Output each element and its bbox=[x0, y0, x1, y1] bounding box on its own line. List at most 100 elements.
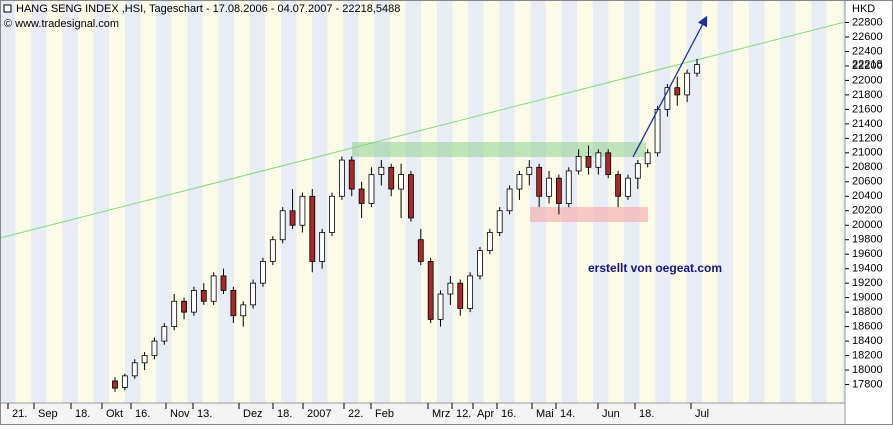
candle-body bbox=[161, 326, 168, 342]
candle-body bbox=[536, 166, 543, 197]
stripe bbox=[670, 0, 687, 403]
stripe bbox=[280, 0, 297, 403]
currency: HKD bbox=[852, 3, 875, 15]
candle-body bbox=[319, 232, 326, 262]
stripe bbox=[109, 0, 125, 403]
stripe bbox=[639, 0, 656, 403]
stripe bbox=[468, 0, 484, 403]
stripe bbox=[577, 0, 593, 403]
stripe bbox=[826, 0, 843, 403]
y-tick-label: 18000 bbox=[852, 364, 883, 376]
stripe bbox=[592, 0, 609, 403]
stripe bbox=[452, 0, 468, 403]
stripe bbox=[93, 0, 110, 403]
candle-body bbox=[634, 163, 641, 179]
x-tick-label: 14. bbox=[560, 408, 575, 420]
x-tick-label: 18. bbox=[639, 408, 654, 420]
x-tick-label: 18. bbox=[277, 408, 292, 420]
y-tick-label: 20200 bbox=[852, 205, 883, 217]
y-tick-label: 20000 bbox=[852, 219, 883, 231]
candle-body bbox=[605, 152, 612, 175]
candle-body bbox=[674, 87, 681, 96]
y-tick-label: 19600 bbox=[852, 248, 883, 260]
x-tick-label: 22. bbox=[348, 408, 363, 420]
resistance-zone bbox=[352, 142, 646, 157]
candle-body bbox=[684, 72, 691, 96]
candle-body bbox=[358, 188, 365, 204]
stripe bbox=[218, 0, 234, 403]
support-zone bbox=[530, 207, 648, 222]
candle-body bbox=[506, 188, 513, 212]
stripe bbox=[312, 0, 328, 403]
stripe bbox=[374, 0, 390, 403]
candle-body bbox=[141, 355, 148, 364]
candle-body bbox=[210, 275, 217, 302]
y-tick-label: 20400 bbox=[852, 190, 883, 202]
candle-body bbox=[368, 174, 375, 204]
candle-body bbox=[171, 300, 178, 328]
y-tick-label: 22800 bbox=[852, 16, 883, 28]
stripe bbox=[327, 0, 344, 403]
stripe bbox=[717, 0, 734, 403]
candle-body bbox=[565, 170, 572, 204]
stripe bbox=[15, 0, 32, 403]
stripe bbox=[171, 0, 188, 403]
stripe bbox=[187, 0, 203, 403]
y-tick-label: 21000 bbox=[852, 147, 883, 159]
candle-body bbox=[477, 250, 483, 277]
trend-arrow bbox=[632, 15, 708, 158]
y-tick-label: 21400 bbox=[852, 118, 883, 130]
stripe bbox=[343, 0, 359, 403]
y-tick-label: 18800 bbox=[852, 306, 883, 318]
candle-body bbox=[388, 166, 395, 190]
stripes bbox=[0, 0, 845, 403]
candle-body bbox=[309, 195, 316, 262]
x-tick-label: 13. bbox=[197, 408, 212, 420]
candle-body bbox=[112, 380, 118, 389]
candle-body bbox=[279, 210, 286, 241]
candle-body bbox=[575, 156, 582, 172]
stripe bbox=[686, 0, 702, 403]
candle-body bbox=[299, 195, 306, 226]
candle-body bbox=[398, 174, 404, 190]
candle-body bbox=[427, 261, 434, 320]
x-tick-label: Jul bbox=[695, 408, 709, 420]
x-tick-label: 18. bbox=[75, 408, 90, 420]
chart-title: HANG SENG INDEX ,HSI, Tageschart - 17.08… bbox=[16, 3, 400, 15]
candle-body bbox=[191, 290, 197, 313]
stripe bbox=[764, 0, 780, 403]
stripe bbox=[124, 0, 141, 403]
stripe bbox=[655, 0, 671, 403]
stripe bbox=[31, 0, 47, 403]
stripe bbox=[842, 0, 845, 403]
stripe bbox=[0, 0, 16, 403]
y-tick-label: 19400 bbox=[852, 263, 883, 275]
stripe bbox=[156, 0, 172, 403]
annotation: erstellt von oegeat.com bbox=[588, 261, 722, 275]
stripe bbox=[249, 0, 266, 403]
candle-body bbox=[664, 87, 671, 110]
x-tick-label: Nov bbox=[170, 408, 190, 420]
candle-body bbox=[595, 152, 602, 168]
candle-body bbox=[250, 282, 257, 306]
candle-body bbox=[269, 239, 276, 262]
stripe bbox=[140, 0, 156, 403]
x-tick-label: 21. bbox=[12, 408, 27, 420]
candle-body bbox=[447, 282, 454, 295]
candle-body bbox=[486, 232, 493, 251]
stripe bbox=[436, 0, 453, 403]
candle-body bbox=[585, 156, 592, 168]
x-tick-label: Sep bbox=[38, 408, 58, 420]
candles bbox=[112, 58, 700, 392]
y-axis-strip bbox=[844, 0, 893, 426]
candle-body bbox=[457, 282, 464, 309]
x-tick-label: Dez bbox=[243, 408, 263, 420]
stripe bbox=[811, 0, 827, 403]
stripe bbox=[514, 0, 531, 403]
stripe bbox=[733, 0, 749, 403]
stripe bbox=[748, 0, 765, 403]
stripe bbox=[483, 0, 500, 403]
candle-body bbox=[467, 275, 474, 309]
candle-body bbox=[694, 64, 700, 74]
y-tick-label: 18400 bbox=[852, 335, 883, 347]
